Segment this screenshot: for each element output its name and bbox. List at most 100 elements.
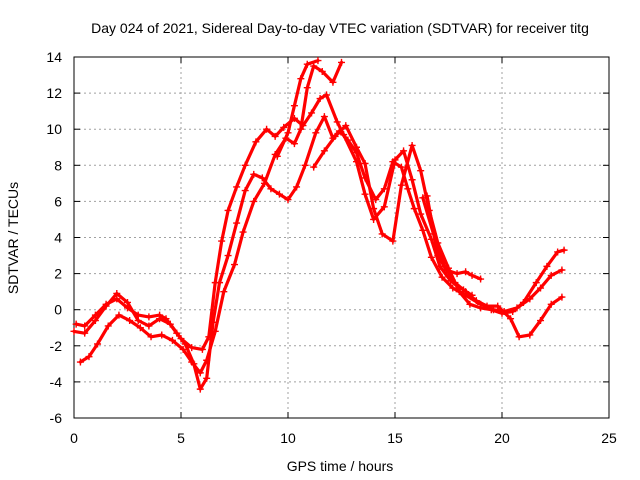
- data-point: [85, 353, 93, 361]
- data-point: [451, 279, 459, 287]
- data-point: [231, 261, 238, 269]
- data-point: [509, 308, 517, 316]
- data-point: [168, 336, 176, 344]
- data-point: [468, 271, 476, 279]
- data-point: [494, 302, 502, 310]
- data-point: [532, 279, 540, 287]
- x-tick-labels: 0 5 10 15 20 25: [70, 430, 617, 446]
- data-point: [314, 57, 322, 65]
- x-tick-label: 25: [601, 430, 617, 446]
- data-point: [380, 185, 388, 193]
- y-tick-label: 2: [54, 266, 62, 282]
- data-point: [297, 75, 305, 83]
- data-point: [188, 344, 196, 352]
- data-point: [389, 158, 397, 166]
- data-point: [417, 210, 425, 218]
- data-point: [455, 288, 463, 296]
- data-point: [284, 129, 292, 137]
- data-point: [224, 206, 232, 214]
- data-point: [203, 356, 211, 364]
- data-point: [297, 125, 305, 133]
- data-point: [124, 304, 131, 312]
- data-point: [220, 288, 228, 296]
- data-point: [477, 304, 485, 312]
- chart-title: Day 024 of 2021, Sidereal Day-to-day VTE…: [91, 20, 589, 36]
- data-point: [323, 91, 331, 99]
- data-point: [547, 300, 555, 308]
- data-point: [173, 329, 181, 337]
- data-point: [397, 163, 405, 171]
- data-point: [537, 317, 545, 325]
- data-point: [104, 322, 112, 330]
- data-point: [81, 329, 89, 337]
- grid: [74, 57, 609, 418]
- data-point: [397, 181, 405, 189]
- data-point: [449, 284, 457, 292]
- data-point: [250, 170, 258, 178]
- data-point: [224, 252, 232, 260]
- data-point: [76, 358, 84, 366]
- data-point: [320, 147, 328, 155]
- data-point: [102, 300, 110, 308]
- data-point: [462, 268, 470, 276]
- x-tick-label: 10: [280, 430, 296, 446]
- data-point: [404, 185, 412, 193]
- data-point: [423, 192, 431, 200]
- data-point: [329, 78, 337, 86]
- data-point: [263, 125, 271, 133]
- y-tick-label: 14: [46, 49, 62, 65]
- y-tick-label: -2: [50, 338, 63, 354]
- data-point: [196, 385, 204, 393]
- data-point: [312, 129, 320, 137]
- data-point: [158, 331, 166, 339]
- data-point: [558, 293, 566, 301]
- data-point: [427, 253, 435, 261]
- data-point: [145, 322, 153, 330]
- data-point: [380, 203, 388, 211]
- data-point: [342, 122, 350, 130]
- axis-ticks: [73, 56, 610, 419]
- data-point: [284, 196, 292, 204]
- data-point: [378, 230, 386, 238]
- data-point: [466, 300, 474, 308]
- y-tick-labels: -6 -4 -2 0 2 4 6 8 10 12 14: [46, 49, 62, 426]
- y-tick-label: 0: [54, 302, 62, 318]
- data-point: [483, 302, 491, 310]
- data-point: [181, 340, 189, 348]
- data-point: [147, 333, 155, 341]
- x-axis-label: GPS time / hours: [287, 458, 394, 474]
- series-markers-track-3: [76, 58, 345, 377]
- data-point: [303, 60, 311, 68]
- data-point: [252, 138, 260, 146]
- data-point: [410, 205, 418, 213]
- data-point: [134, 311, 142, 319]
- data-point: [218, 237, 226, 245]
- x-tick-label: 0: [70, 430, 78, 446]
- data-point: [241, 161, 249, 169]
- data-point: [526, 331, 534, 339]
- data-point: [361, 159, 369, 167]
- data-point: [267, 185, 275, 193]
- data-point: [442, 266, 450, 274]
- y-axis-label: SDTVAR / TECUs: [5, 182, 21, 294]
- y-tick-label: 10: [46, 121, 62, 137]
- data-point: [507, 315, 515, 323]
- data-point: [301, 161, 309, 169]
- series-markers-track-4: [273, 57, 322, 160]
- data-point: [216, 279, 224, 287]
- data-point: [389, 237, 397, 245]
- data-point: [331, 132, 339, 140]
- data-point: [547, 271, 555, 279]
- data-point: [233, 219, 241, 227]
- data-point: [203, 374, 211, 382]
- data-point: [280, 123, 288, 131]
- data-point: [290, 140, 298, 148]
- data-point: [554, 248, 562, 256]
- data-point: [417, 167, 425, 175]
- data-point: [258, 174, 266, 182]
- data-point: [91, 311, 99, 319]
- data-point: [136, 324, 144, 332]
- y-tick-label: -6: [50, 410, 63, 426]
- data-point: [515, 333, 523, 341]
